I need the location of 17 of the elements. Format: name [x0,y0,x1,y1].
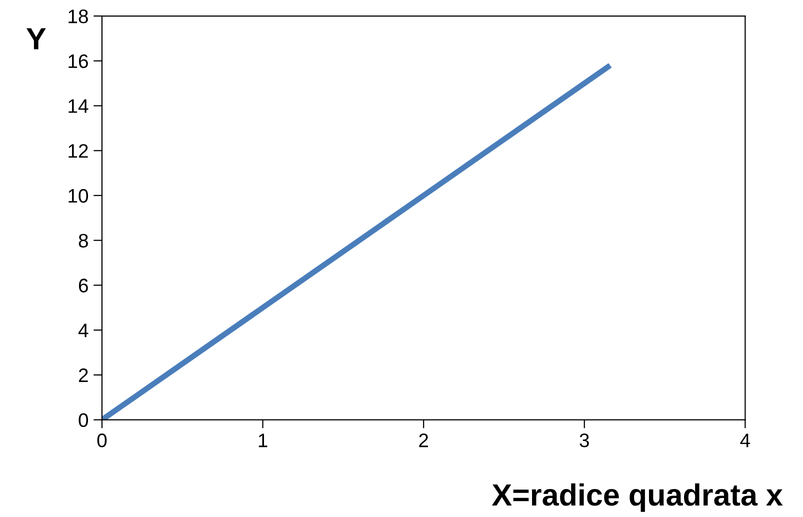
y-tick-label: 18 [68,9,88,24]
x-tick-label: 3 [580,434,589,448]
y-tick-label: 10 [68,188,88,203]
y-tick-label: 14 [68,99,88,113]
x-tick-label: 2 [419,434,428,448]
y-tick-label: 0 [78,413,88,428]
y-tick-label: 8 [78,234,88,248]
y-axis-title: Y [26,28,46,50]
x-tick-label: 4 [740,434,750,448]
x-tick-label: 0 [97,434,107,448]
y-tick-label: 2 [78,368,88,382]
y-tick-label: 12 [68,144,88,158]
y-tick-label: 6 [78,278,88,292]
x-tick-label: 1 [258,434,268,448]
y-tick-label: 4 [78,324,88,338]
y-tick-label: 16 [68,54,88,68]
x-axis-title: X=radice quadrata x [492,483,783,512]
